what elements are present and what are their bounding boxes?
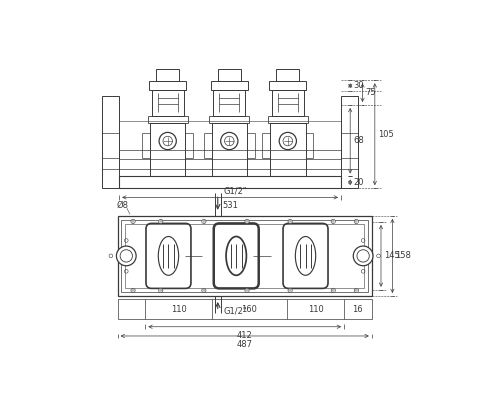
Bar	[268, 116, 308, 122]
Text: 30: 30	[354, 81, 364, 90]
Text: 531: 531	[222, 201, 238, 210]
Text: 75: 75	[366, 88, 376, 97]
Bar	[156, 69, 179, 81]
Bar	[209, 116, 250, 122]
Circle shape	[158, 219, 163, 224]
Bar	[122, 220, 368, 292]
Text: G1/2": G1/2"	[224, 307, 248, 316]
Bar	[213, 90, 246, 116]
Bar	[118, 216, 372, 296]
Bar	[148, 116, 188, 122]
Bar	[118, 299, 372, 319]
Circle shape	[288, 219, 292, 224]
Bar	[341, 96, 358, 188]
Circle shape	[245, 288, 249, 292]
Circle shape	[288, 288, 292, 292]
Circle shape	[202, 288, 206, 292]
Circle shape	[220, 132, 238, 150]
Bar	[270, 81, 306, 90]
Bar	[102, 96, 119, 188]
Bar	[150, 122, 186, 176]
Bar	[218, 69, 241, 81]
Text: 105: 105	[378, 130, 394, 139]
Circle shape	[331, 219, 336, 224]
Circle shape	[131, 288, 135, 292]
Bar	[211, 81, 248, 90]
Bar	[276, 69, 299, 81]
Text: 110: 110	[308, 304, 324, 314]
Circle shape	[354, 219, 358, 224]
Text: Ø8: Ø8	[116, 200, 128, 210]
Bar	[212, 122, 247, 176]
Circle shape	[116, 246, 136, 266]
Bar	[270, 122, 306, 176]
Circle shape	[279, 132, 296, 150]
Text: 68: 68	[354, 136, 364, 145]
Text: 16: 16	[352, 304, 363, 314]
Circle shape	[131, 219, 135, 224]
Circle shape	[159, 132, 176, 150]
Text: 145: 145	[384, 252, 400, 260]
Bar	[119, 176, 341, 188]
Text: 487: 487	[236, 340, 252, 349]
Text: G1/2": G1/2"	[224, 187, 248, 196]
Bar	[150, 81, 186, 90]
Circle shape	[354, 246, 373, 266]
Bar	[119, 150, 341, 160]
Circle shape	[331, 288, 336, 292]
Text: 412: 412	[237, 331, 252, 340]
Text: 160: 160	[242, 304, 258, 314]
Text: 20: 20	[354, 178, 364, 187]
Bar	[272, 90, 304, 116]
Text: 158: 158	[396, 252, 411, 260]
Circle shape	[158, 288, 163, 292]
Text: 110: 110	[170, 304, 186, 314]
Circle shape	[245, 219, 249, 224]
Circle shape	[202, 219, 206, 224]
Bar	[126, 224, 364, 288]
Circle shape	[354, 288, 358, 292]
Bar	[152, 90, 184, 116]
